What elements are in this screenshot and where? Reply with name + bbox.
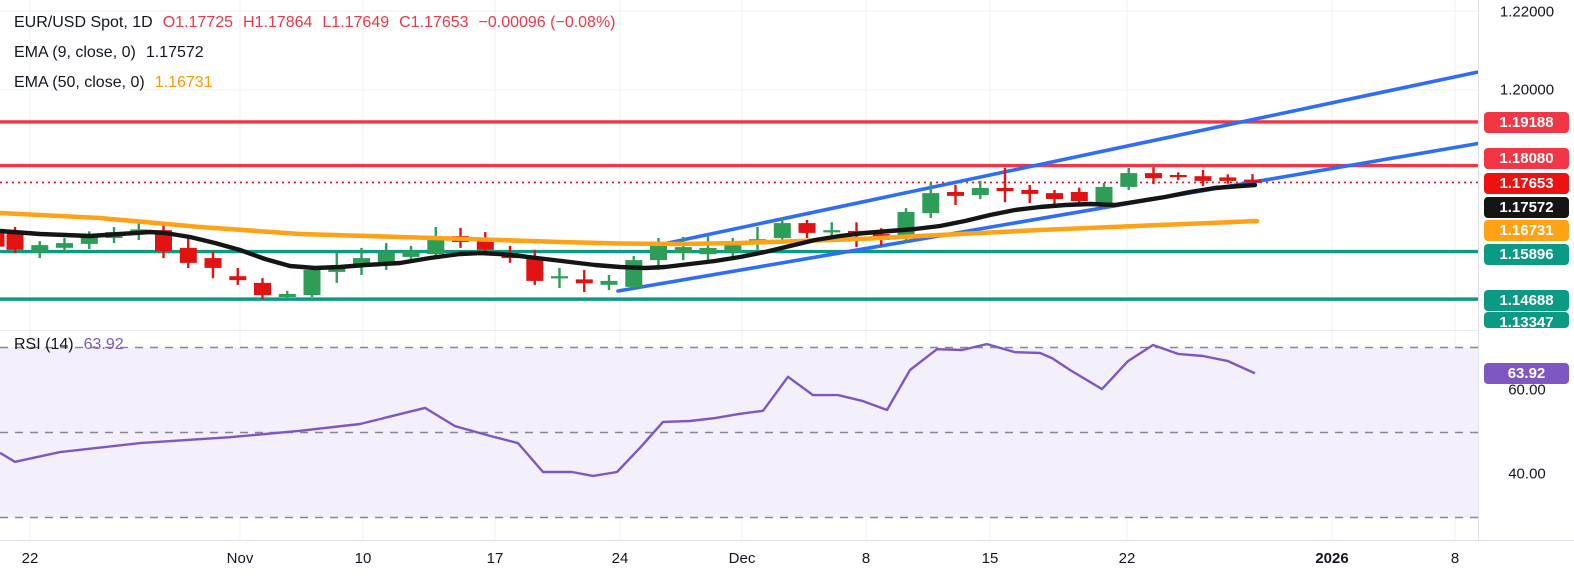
rsi-value: 63.92 bbox=[83, 336, 124, 353]
candle-body[interactable] bbox=[377, 252, 395, 262]
time-tick-label[interactable]: 8 bbox=[1450, 550, 1460, 567]
axis-price-label: 1.22000 bbox=[1499, 3, 1555, 21]
candle-body[interactable] bbox=[254, 282, 271, 296]
candle-body[interactable] bbox=[1095, 186, 1113, 203]
ema50-label: EMA (50, close, 0) bbox=[14, 74, 145, 91]
candle-body[interactable] bbox=[1070, 192, 1088, 202]
ohlc-high: H1.17864 bbox=[243, 14, 313, 31]
candle-body[interactable] bbox=[526, 256, 544, 281]
candle-body[interactable] bbox=[600, 280, 618, 285]
candle-body[interactable] bbox=[229, 276, 247, 281]
candle-body[interactable] bbox=[922, 193, 940, 214]
candle-body[interactable] bbox=[31, 245, 49, 253]
candle-body[interactable] bbox=[402, 251, 420, 257]
time-tick-label[interactable]: 22 bbox=[1118, 550, 1136, 567]
candle-body[interactable] bbox=[823, 230, 841, 233]
candle-body[interactable] bbox=[699, 247, 717, 255]
time-axis[interactable]: 22 Nov 10 17 24 Dec 8 15 22 2026 8 bbox=[0, 540, 1574, 578]
candle-body[interactable] bbox=[650, 244, 667, 261]
ema50-line[interactable] bbox=[0, 210, 1260, 247]
candle-body[interactable] bbox=[0, 232, 5, 247]
price-badge: 1.19188 bbox=[1484, 111, 1569, 133]
time-tick-label[interactable]: 10 bbox=[354, 550, 372, 567]
rsi-line[interactable] bbox=[0, 342, 1256, 478]
axis-price-label: 40.00 bbox=[1508, 465, 1546, 483]
candle-body[interactable] bbox=[674, 247, 692, 253]
candle-body[interactable] bbox=[724, 245, 742, 253]
axis-price-label: 60.00 bbox=[1508, 381, 1546, 399]
price-badge: 1.15896 bbox=[1484, 243, 1569, 265]
trendline[interactable] bbox=[616, 141, 1480, 293]
candle-body[interactable] bbox=[1194, 176, 1212, 181]
rsi-label: RSI (14) bbox=[14, 336, 74, 353]
candle-body[interactable] bbox=[476, 239, 494, 250]
time-tick-label[interactable]: 24 bbox=[611, 550, 629, 567]
symbol-title: EUR/USD Spot, 1D bbox=[14, 14, 153, 31]
candle-body[interactable] bbox=[80, 237, 98, 244]
candle-body[interactable] bbox=[1219, 177, 1237, 181]
ohlc-close: C1.17653 bbox=[399, 14, 469, 31]
ohlc-open: O1.17725 bbox=[162, 14, 233, 31]
candle-body[interactable] bbox=[1046, 193, 1063, 199]
ema9-label: EMA (9, close, 0) bbox=[14, 44, 136, 61]
candle-body[interactable] bbox=[353, 258, 370, 266]
time-tick-label[interactable]: 17 bbox=[486, 550, 504, 567]
axis-price-label: 1.20000 bbox=[1499, 81, 1555, 99]
time-tick-label[interactable]: Dec bbox=[728, 550, 756, 567]
ohlc-change: −0.00096 (−0.08%) bbox=[478, 14, 616, 31]
time-tick-label[interactable]: 8 bbox=[861, 550, 871, 567]
price-badge: 1.16731 bbox=[1484, 219, 1569, 241]
candle-body[interactable] bbox=[551, 276, 568, 279]
price-badge: 1.18080 bbox=[1484, 147, 1569, 169]
price-badge: 63.92 bbox=[1484, 362, 1569, 384]
candle-body[interactable] bbox=[303, 269, 321, 296]
ohlc-low: L1.17649 bbox=[322, 14, 390, 31]
symbol-legend: EUR/USD Spot, 1D O1.17725 H1.17864 L1.17… bbox=[14, 8, 616, 98]
candle-body[interactable] bbox=[56, 243, 73, 248]
candle-body[interactable] bbox=[1244, 179, 1261, 183]
pane-separator[interactable] bbox=[0, 330, 1478, 331]
candle-body[interactable] bbox=[625, 260, 643, 287]
ema50-legend-row[interactable]: EMA (50, close, 0) 1.16731 bbox=[14, 68, 616, 98]
price-badge: 1.14688 bbox=[1484, 289, 1569, 311]
time-tick-label[interactable]: 22 bbox=[21, 550, 39, 567]
candle-body[interactable] bbox=[971, 188, 989, 196]
candle-body[interactable] bbox=[6, 232, 24, 250]
candle-body[interactable] bbox=[1169, 175, 1187, 178]
symbol-ohlc-row[interactable]: EUR/USD Spot, 1D O1.17725 H1.17864 L1.17… bbox=[14, 8, 616, 38]
price-badge: 1.13347 bbox=[1484, 311, 1569, 328]
trendline[interactable] bbox=[666, 70, 1480, 245]
candle-body[interactable] bbox=[179, 247, 197, 263]
ema9-value: 1.17572 bbox=[145, 44, 204, 61]
time-tick-label[interactable]: 2026 bbox=[1315, 550, 1349, 567]
candle-body[interactable] bbox=[947, 192, 964, 196]
time-tick-label[interactable]: 15 bbox=[981, 550, 999, 567]
candles-series[interactable] bbox=[0, 167, 1261, 300]
ema50-value: 1.16731 bbox=[154, 74, 213, 91]
ema9-line[interactable] bbox=[0, 182, 1258, 271]
ema9-legend-row[interactable]: EMA (9, close, 0) 1.17572 bbox=[14, 38, 616, 68]
price-axis[interactable]: 1.22000 1.20000 60.00 40.00 1.19188 1.18080 1.… bbox=[1478, 0, 1574, 540]
candle-body[interactable] bbox=[575, 279, 593, 284]
candle-body[interactable] bbox=[1021, 190, 1039, 194]
price-badge: 1.17653 bbox=[1484, 172, 1569, 194]
candle-body[interactable] bbox=[798, 223, 816, 233]
candle-body[interactable] bbox=[773, 223, 791, 239]
candle-body[interactable] bbox=[1145, 173, 1162, 179]
price-badge: 1.17572 bbox=[1484, 196, 1569, 218]
candle-body[interactable] bbox=[1120, 173, 1138, 187]
candle-body[interactable] bbox=[427, 237, 445, 255]
candle-body[interactable] bbox=[204, 258, 222, 268]
candle-body[interactable] bbox=[278, 293, 296, 297]
candle-body[interactable] bbox=[996, 188, 1014, 192]
time-tick-label[interactable]: Nov bbox=[226, 550, 254, 567]
rsi-legend-row[interactable]: RSI (14) 63.92 bbox=[14, 336, 124, 354]
